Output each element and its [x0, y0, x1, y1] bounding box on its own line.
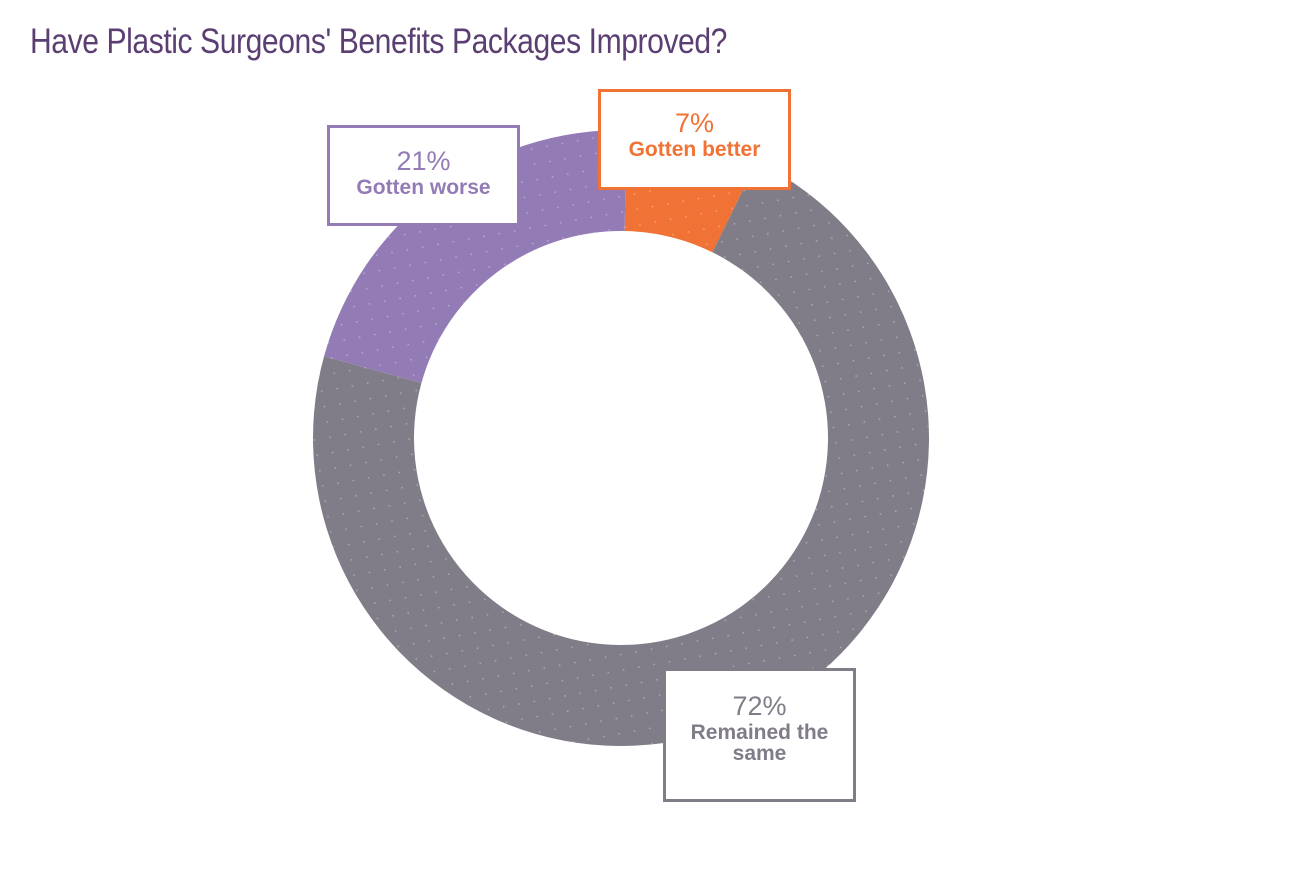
page-title: Have Plastic Surgeons' Benefits Packages… — [30, 22, 728, 61]
slice-texture-remained-the-same — [313, 161, 929, 746]
slice-texture-gotten-worse — [324, 129, 627, 384]
slice-label-gotten-better: 7% Gotten better — [598, 89, 791, 190]
slice-percent: 21% — [396, 146, 451, 176]
slice-label-remained-the-same: 72% Remained the same — [663, 668, 856, 802]
slice-category: Gotten better — [628, 138, 761, 161]
slice-category: Remained the same — [690, 721, 829, 765]
slice-label-gotten-worse: 21% Gotten worse — [327, 125, 520, 226]
slice-category: Gotten worse — [356, 176, 491, 199]
slice-percent: 7% — [674, 108, 715, 138]
slice-percent: 72% — [732, 691, 787, 721]
